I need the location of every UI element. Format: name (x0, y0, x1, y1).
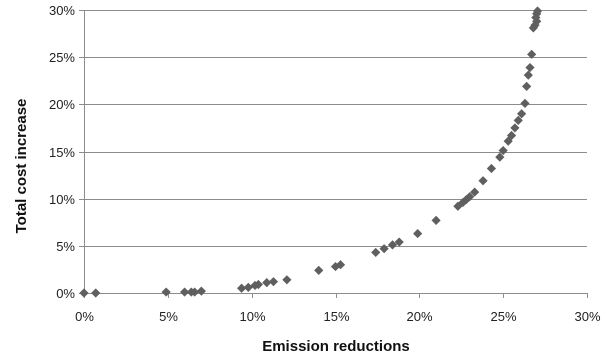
data-point (461, 195, 471, 205)
y-tick-label: 30% (49, 3, 75, 18)
y-tick-label: 5% (56, 239, 75, 254)
y-tick-label: 0% (56, 286, 75, 301)
data-point (314, 265, 324, 275)
data-point (387, 240, 398, 250)
tick-labels: 0% 5% 10% 15% 20% 25% 30% 0% 5% 10% 15% 20% 25% 30% (49, 3, 601, 324)
y-tick-label: 15% (49, 145, 75, 160)
data-point (510, 123, 520, 133)
y-tick-label: 20% (49, 97, 75, 112)
data-point (196, 286, 206, 296)
data-point (478, 176, 488, 186)
data-point (503, 136, 513, 146)
grid-lines (84, 10, 587, 247)
data-point (498, 145, 508, 156)
data-point (282, 275, 292, 285)
data-point (379, 244, 389, 254)
data-point (335, 260, 346, 270)
data-point (513, 115, 523, 125)
data-point (371, 247, 381, 258)
data-point (527, 49, 537, 59)
x-tick-label: 10% (239, 309, 265, 324)
data-point (458, 197, 468, 208)
data-point (237, 283, 247, 293)
data-point (495, 152, 505, 162)
data-point (91, 288, 101, 298)
data-point (243, 282, 253, 292)
data-point (262, 278, 272, 288)
data-point (530, 20, 540, 30)
x-tick-label: 5% (159, 309, 178, 324)
data-point (506, 130, 517, 141)
data-point (431, 215, 441, 225)
data-points (79, 6, 543, 298)
y-axis-title: Total cost increase (13, 99, 30, 234)
data-point (517, 109, 527, 119)
y-tick-label: 25% (49, 50, 75, 65)
x-tick-label: 0% (75, 309, 94, 324)
data-point (470, 187, 480, 197)
x-axis-title: Emission reductions (262, 338, 410, 355)
x-tick-label: 20% (406, 309, 432, 324)
x-tick-label: 30% (574, 309, 600, 324)
data-point (523, 70, 533, 80)
x-tick-label: 15% (323, 309, 349, 324)
data-point (522, 81, 532, 92)
x-tick-label: 25% (490, 309, 516, 324)
data-point (413, 228, 423, 239)
axes (79, 10, 588, 298)
data-point (161, 287, 171, 297)
data-point (268, 277, 279, 287)
data-point (79, 288, 89, 298)
data-point (465, 192, 475, 202)
data-point (180, 287, 190, 297)
data-point (253, 279, 263, 290)
data-point (525, 62, 535, 73)
data-point (532, 6, 543, 16)
data-point (394, 237, 404, 247)
data-point (190, 287, 200, 297)
data-point (486, 163, 497, 174)
data-point (532, 16, 542, 26)
data-point (520, 98, 530, 108)
y-tick-label: 10% (49, 192, 75, 207)
